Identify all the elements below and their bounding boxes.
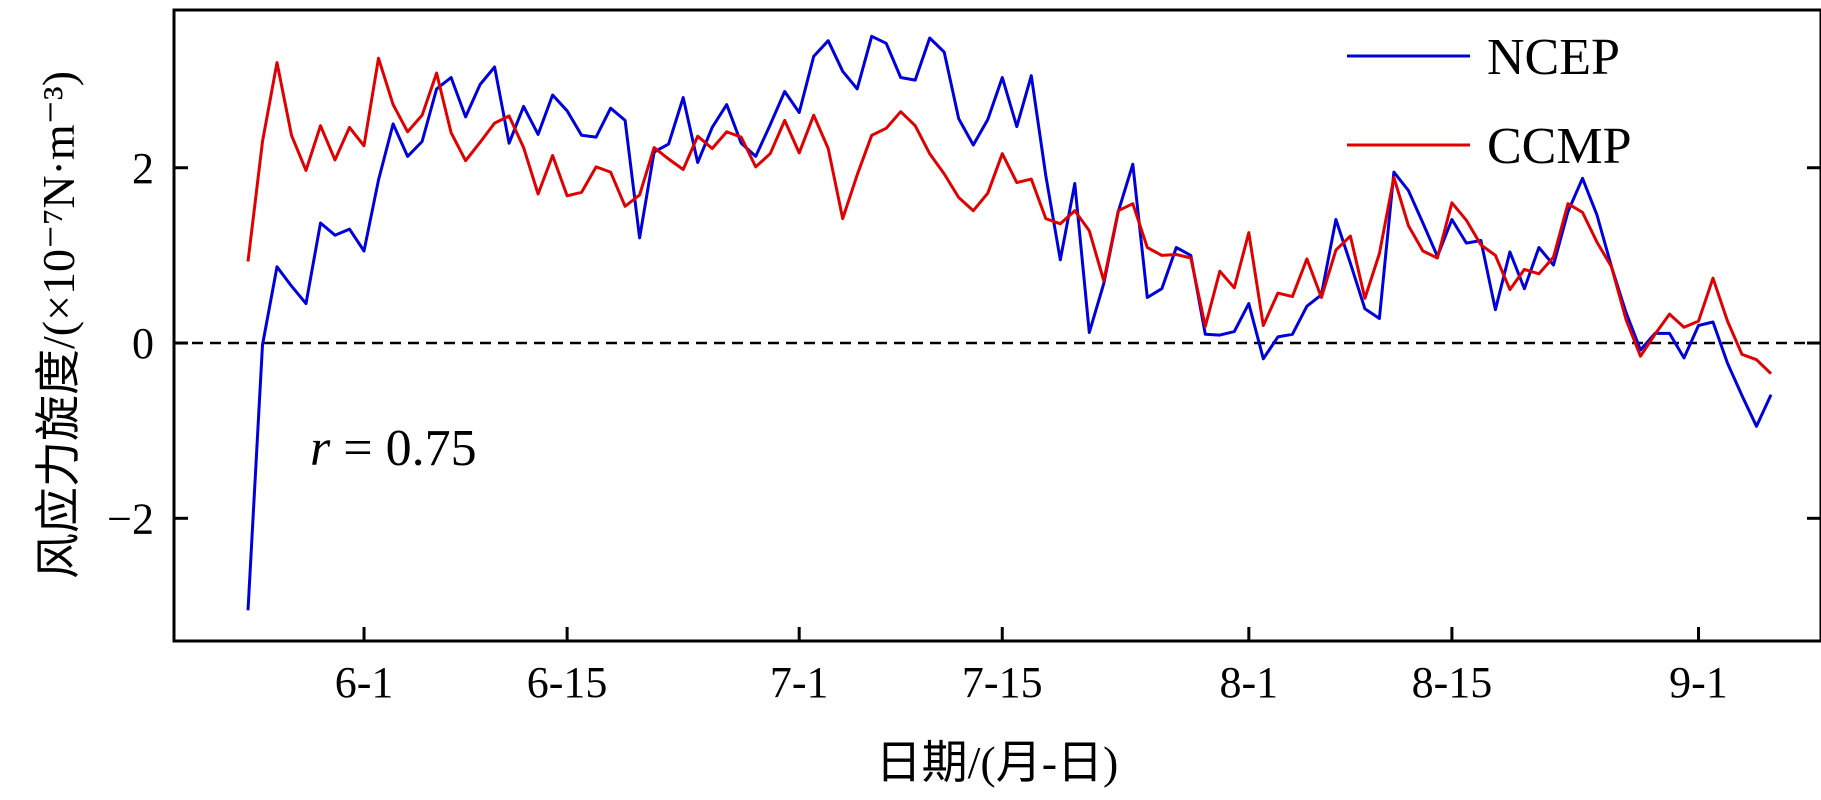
plot-frame [172, 8, 1821, 643]
x-tick-label: 7-15 [962, 658, 1043, 707]
correlation-annotation: r = 0.75 [310, 420, 477, 477]
legend: NCEP CCMP [1347, 29, 1632, 175]
x-tick-label: 8-1 [1220, 658, 1279, 707]
y-axis-label: 风应力旋度/(×10⁻⁷N·m⁻³) [33, 71, 84, 579]
series-lines [246, 34, 1773, 611]
series-line-ccmp [246, 56, 1773, 375]
correlation-value: = 0.75 [330, 420, 476, 477]
y-tick-labels: −2 0 2 [107, 144, 154, 544]
legend-label-ncep: NCEP [1487, 29, 1620, 86]
x-axis-label: 日期/(月-日) [876, 737, 1119, 788]
x-tick-label: 6-15 [527, 658, 608, 707]
y-tick-label: −2 [107, 494, 154, 543]
plot-area [172, 8, 1821, 643]
y-tick-label: 0 [132, 319, 154, 368]
x-tick-label: 8-15 [1412, 658, 1493, 707]
correlation-symbol: r [310, 420, 331, 477]
x-tick-label: 7-1 [770, 658, 829, 707]
y-tick-label: 2 [132, 144, 154, 193]
series-line-ncep [246, 34, 1773, 611]
legend-label-ccmp: CCMP [1487, 118, 1632, 175]
x-tick-label: 9-1 [1669, 658, 1728, 707]
x-tick-label: 6-1 [335, 658, 394, 707]
x-tick-labels: 6-1 6-15 7-1 7-15 8-1 8-15 9-1 [335, 658, 1728, 707]
axis-ticks [174, 166, 1821, 641]
